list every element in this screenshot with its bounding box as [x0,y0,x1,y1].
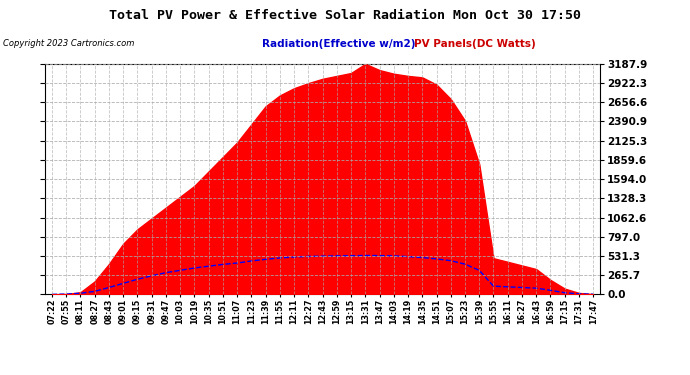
Text: PV Panels(DC Watts): PV Panels(DC Watts) [414,39,535,50]
Text: Copyright 2023 Cartronics.com: Copyright 2023 Cartronics.com [3,39,135,48]
Text: Radiation(Effective w/m2): Radiation(Effective w/m2) [262,39,415,50]
Text: Total PV Power & Effective Solar Radiation Mon Oct 30 17:50: Total PV Power & Effective Solar Radiati… [109,9,581,22]
